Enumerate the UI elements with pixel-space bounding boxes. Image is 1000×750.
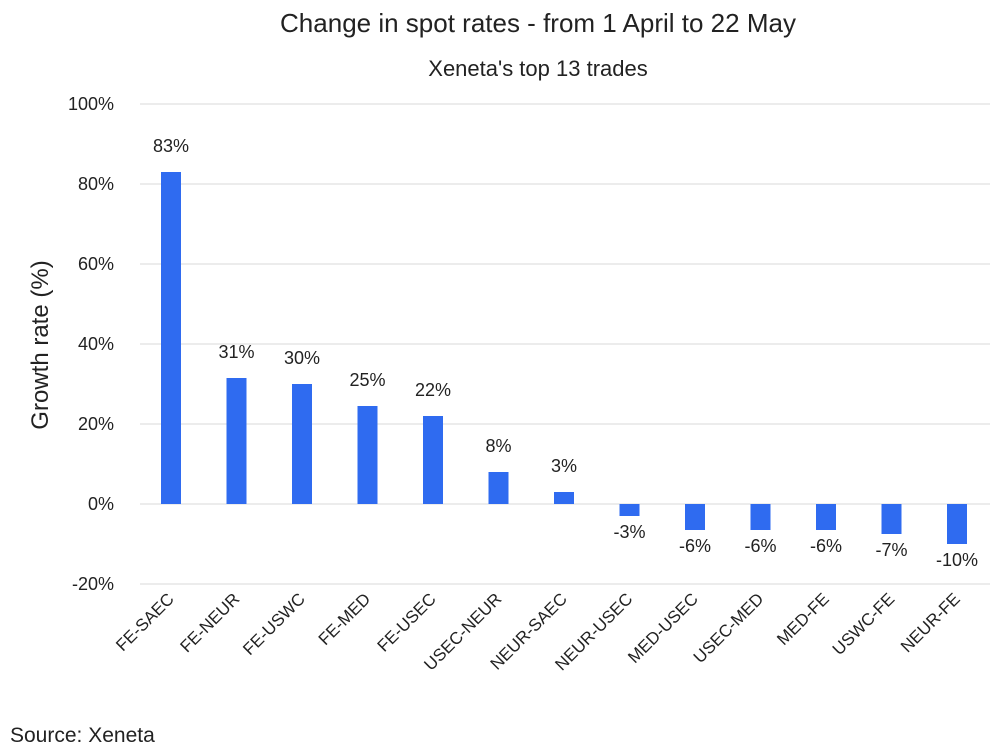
category-label: FE-SAEC	[112, 589, 178, 655]
category-label: FE-USEC	[374, 589, 440, 655]
gridlines	[140, 103, 990, 585]
bar	[554, 492, 574, 504]
chart-title: Change in spot rates - from 1 April to 2…	[280, 8, 796, 38]
bar	[750, 504, 771, 530]
bar	[292, 384, 312, 504]
data-label: 22%	[415, 380, 451, 400]
data-label: 25%	[349, 370, 385, 390]
y-tick-label: 80%	[78, 174, 114, 194]
bar	[816, 504, 836, 530]
data-label: -6%	[744, 536, 776, 556]
category-label: FE-NEUR	[176, 589, 243, 656]
y-tick-labels: -20% 0% 20% 40% 60% 80% 100%	[68, 94, 114, 594]
data-label: 3%	[551, 456, 577, 476]
bar	[685, 504, 705, 530]
bars	[161, 172, 967, 544]
y-tick-label: 100%	[68, 94, 114, 114]
data-label: 31%	[218, 342, 254, 362]
data-label: 8%	[485, 436, 511, 456]
source-note: Source: Xeneta	[10, 724, 155, 747]
data-label: -7%	[875, 540, 907, 560]
y-axis-label: Growth rate (%)	[27, 260, 54, 429]
category-label: MED-FE	[773, 589, 833, 649]
data-label: 83%	[153, 136, 189, 156]
data-label: -6%	[810, 536, 842, 556]
category-label: NEUR-FE	[897, 589, 964, 656]
bar	[423, 416, 443, 504]
category-label: FE-USWC	[239, 589, 309, 659]
y-tick-label: 60%	[78, 254, 114, 274]
category-label: USEC-MED	[690, 589, 768, 667]
data-label: -6%	[679, 536, 711, 556]
bar	[488, 472, 509, 504]
bar	[619, 504, 640, 516]
data-label: -3%	[613, 522, 645, 542]
y-tick-label: 20%	[78, 414, 114, 434]
y-tick-label: 0%	[88, 494, 114, 514]
y-tick-label: -20%	[72, 574, 114, 594]
y-tick-label: 40%	[78, 334, 114, 354]
data-labels: 83% 31% 30% 25% 22% 8% 3% -3% -6% -6% -6% -7% -10%	[153, 136, 978, 570]
category-label: USWC-FE	[829, 589, 899, 659]
bar	[881, 504, 902, 534]
category-label: FE-MED	[315, 589, 375, 649]
bar	[226, 378, 247, 504]
bar	[357, 406, 378, 504]
chart-subtitle: Xeneta's top 13 trades	[428, 56, 647, 81]
data-label: 30%	[284, 348, 320, 368]
bar	[947, 504, 967, 544]
data-label: -10%	[936, 550, 978, 570]
bar	[161, 172, 181, 504]
